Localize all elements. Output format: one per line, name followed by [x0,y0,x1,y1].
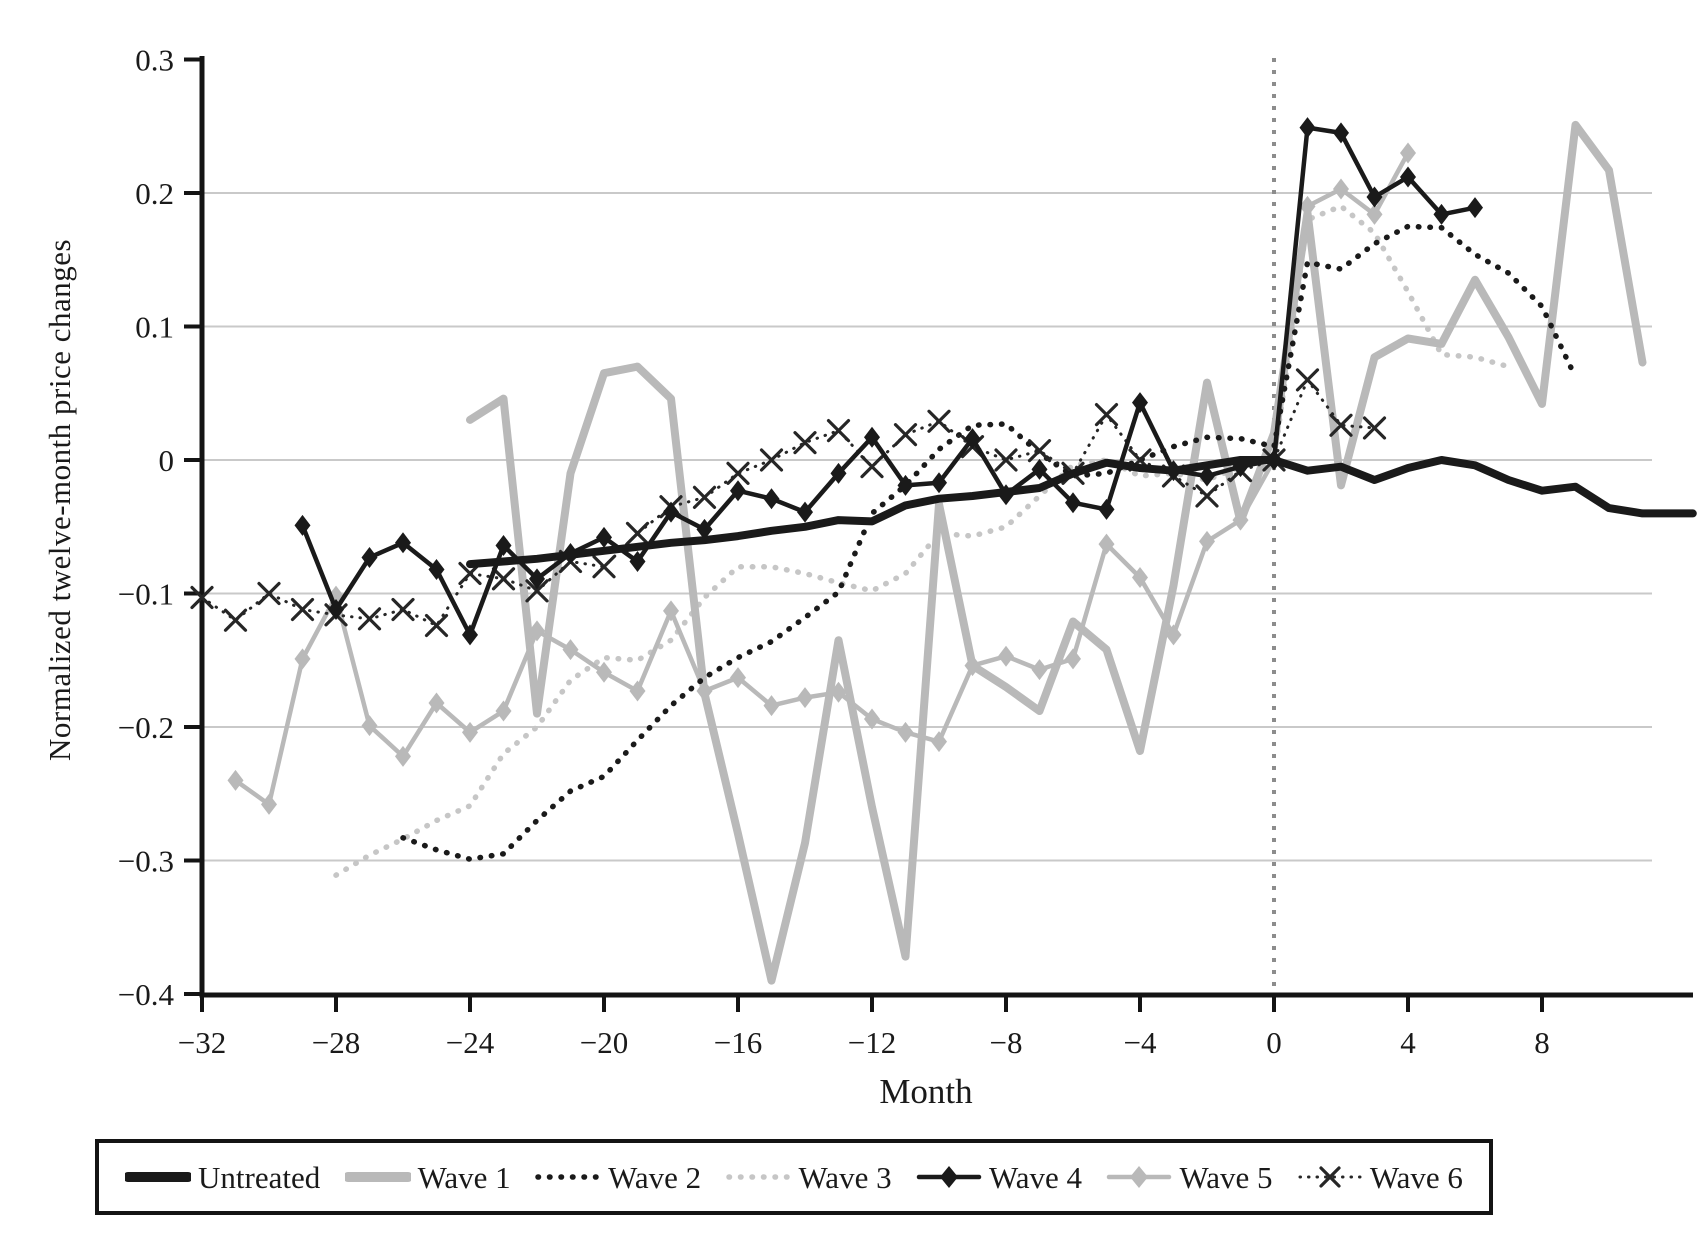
legend-label-wave5: Wave 5 [1179,1159,1273,1195]
svg-text:0: 0 [1266,1025,1282,1060]
series-wave3 [333,203,1512,878]
legend-label-untreated: Untreated [198,1159,321,1195]
legend-item-wave3: Wave 3 [725,1159,892,1195]
x-axis-ticks [200,995,1544,1012]
x-axis-tick-labels: −32 −28 −24 −20 −16 −12 −8 −4 0 4 8 [178,1025,1550,1060]
legend-label-wave4: Wave 4 [988,1159,1083,1195]
legend-label-wave3: Wave 3 [798,1159,892,1195]
svg-text:−0.3: −0.3 [118,844,174,879]
svg-text:−20: −20 [580,1025,628,1060]
y-axis-tick-labels: 0.3 0.2 0.1 0 −0.1 −0.2 −0.3 −0.4 [118,43,175,1013]
series-wave2 [400,223,1579,862]
y-axis-title: Normalized twelve-month price changes [42,238,77,762]
svg-text:4: 4 [1400,1025,1416,1060]
series-untreated [466,456,1697,569]
svg-text:8: 8 [1534,1025,1550,1060]
legend-item-wave1: Wave 1 [344,1159,511,1195]
svg-text:−32: −32 [178,1025,226,1060]
svg-text:−0.1: −0.1 [118,577,174,612]
legend-item-wave4: Wave 4 [916,1162,1082,1193]
svg-text:−24: −24 [446,1025,495,1060]
svg-text:−12: −12 [848,1025,896,1060]
legend-label-wave1: Wave 1 [417,1159,511,1195]
svg-text:0: 0 [159,443,175,478]
legend-swatch-untreated-icon [125,1172,191,1182]
legend-swatch-wave4-icon [916,1166,982,1188]
legend-swatch-wave6-icon [1298,1166,1362,1188]
price-changes-chart: 0.3 0.2 0.1 0 −0.1 −0.2 −0.3 −0.4−32 −28 −24 −20 −1… [118,43,1697,1060]
series-wave5 [227,142,1416,815]
svg-text:−28: −28 [312,1025,360,1060]
series-wave4 [294,117,1483,646]
legend-swatch-wave2-icon [535,1174,601,1180]
svg-text:−0.2: −0.2 [118,710,174,745]
legend-label-wave6: Wave 6 [1369,1159,1463,1195]
y-axis-ticks [184,57,202,996]
svg-text:0.1: 0.1 [135,310,174,345]
legend-item-untreated: Untreated [125,1162,320,1193]
gridlines [202,192,1652,862]
svg-text:−0.4: −0.4 [118,977,175,1012]
legend-item-wave2: Wave 2 [535,1162,701,1193]
legend-swatch-wave1-icon [344,1172,411,1182]
svg-text:0.3: 0.3 [135,43,174,78]
legend: Untreated Wave 1 Wave 2 Wave 3 Wave 4 Wave 5 W… [95,1139,1493,1215]
svg-text:−8: −8 [990,1025,1023,1060]
legend-swatch-wave5-icon [1107,1166,1172,1188]
legend-label-wave2: Wave 2 [608,1159,702,1195]
x-axis-title: Month [879,1072,973,1111]
legend-swatch-wave3-icon [725,1174,792,1180]
legend-item-wave6: Wave 6 [1297,1162,1463,1193]
svg-text:0.2: 0.2 [135,176,174,211]
svg-text:−4: −4 [1124,1025,1157,1060]
legend-item-wave5: Wave 5 [1106,1162,1272,1193]
svg-text:−16: −16 [714,1025,762,1060]
